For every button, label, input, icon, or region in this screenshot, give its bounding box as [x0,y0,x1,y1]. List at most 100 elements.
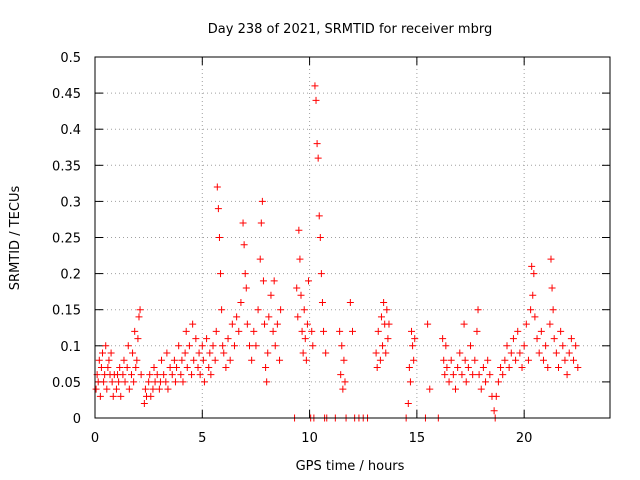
y-tick-label: 0.3 [60,195,81,210]
data-point [379,342,387,350]
y-tick-label: 0.45 [52,87,81,102]
data-point [482,378,490,386]
data-point [297,291,305,299]
data-point [267,291,275,299]
y-tick-label: 0 [73,412,81,427]
data-point [441,371,449,379]
data-point [146,371,154,379]
data-point [314,154,322,162]
data-point [561,356,569,364]
data-point [188,371,196,379]
data-point [252,342,260,350]
data-point [317,270,325,278]
data-point [195,349,203,357]
data-point [263,378,271,386]
data-point [512,356,520,364]
data-point [531,313,539,321]
data-point [574,363,582,371]
data-point [462,378,470,386]
data-point [109,392,117,400]
data-point [552,349,560,357]
data-point [549,306,557,314]
axis-ticks [94,56,610,419]
data-point [163,349,171,357]
data-point [447,356,455,364]
data-point [492,392,500,400]
data-point [137,371,145,379]
data-point [132,363,140,371]
data-point [305,277,313,285]
data-point [175,342,183,350]
data-point [237,298,245,306]
data-point [464,363,472,371]
data-point [178,356,186,364]
data-point [277,306,285,314]
data-point [474,306,482,314]
data-point [341,378,349,386]
data-point [155,385,163,393]
data-point [162,378,170,386]
data-point [533,335,541,343]
y-tick-label: 0.05 [52,376,81,391]
data-point [294,313,302,321]
data-point [149,385,157,393]
data-point [295,226,303,234]
data-point [257,219,265,227]
data-point [293,284,301,292]
data-point [494,378,502,386]
data-point [271,342,279,350]
data-point [469,371,477,379]
data-point [303,320,311,328]
data-point [406,378,414,386]
data-point [173,363,181,371]
y-tick-label: 0.2 [60,268,81,283]
data-point [572,342,580,350]
data-point [377,313,385,321]
data-point [215,234,223,241]
data-point [140,400,148,408]
data-point [312,96,320,104]
data-point [486,371,494,379]
data-point [509,335,517,343]
data-point [256,255,264,263]
data-point [264,349,272,357]
data-point [190,356,198,364]
data-point [233,313,241,321]
y-tick-label: 0.4 [60,123,81,138]
data-point [567,335,575,343]
plot-frame [94,56,611,419]
y-tick-label: 0.25 [52,232,81,247]
data-point [308,327,316,335]
data-point [222,363,230,371]
data-point [141,385,149,393]
data-point [270,277,278,285]
data-point [100,378,108,386]
data-point [340,356,348,364]
data-point [115,378,123,386]
data-point [133,356,141,364]
data-point [276,356,284,364]
data-point [203,335,211,343]
data-point [300,306,308,314]
data-point [322,349,330,357]
data-point [563,371,571,379]
data-point [490,407,498,415]
data-point [302,356,310,364]
data-point [471,356,479,364]
data-point [461,356,469,364]
data-point [134,335,142,343]
data-point [194,363,202,371]
data-point [239,219,247,227]
tick-labels: 0 0.05 0.1 0.15 0.2 0.25 0.3 0.35 0.4 0.45 0.5 0 5 10… [52,51,532,446]
data-point [442,342,450,350]
data-point [243,320,251,328]
data-point [411,335,419,343]
data-point [565,349,573,357]
data-point [97,363,105,371]
data-point [168,371,176,379]
data-point [440,356,448,364]
data-point [211,356,219,364]
data-point [121,378,129,386]
data-point [219,342,227,350]
data-point [501,356,509,364]
